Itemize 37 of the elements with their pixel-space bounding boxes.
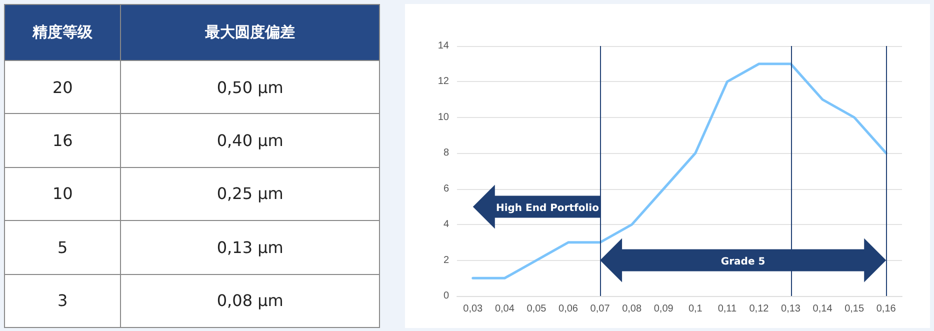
text: 0,08 µm (120, 274, 380, 328)
y-tick-label: 14 (438, 40, 450, 52)
text: 最大圆度偏差 (120, 4, 380, 60)
text: 0,50 µm (120, 60, 380, 114)
text: 20 (4, 60, 121, 114)
x-tick-label: 0,1 (688, 304, 703, 314)
text: 16 (4, 114, 121, 168)
x-tick-label: 0,05 (526, 304, 547, 314)
y-tick-label: 2 (443, 254, 450, 266)
x-tick-label: 0,08 (622, 304, 642, 314)
x-tick-label: 0,06 (558, 304, 578, 314)
x-tick-label: 0,16 (876, 304, 896, 314)
text: 5 (4, 220, 121, 274)
x-tick-label: 0,12 (749, 304, 770, 314)
text: 0,40 µm (120, 114, 380, 168)
annotation: Grade 5 (720, 256, 766, 268)
text: 3 (4, 274, 121, 328)
x-tick-label: 0,15 (844, 304, 864, 314)
text: 10 (4, 167, 121, 221)
x-tick-label: 0,04 (494, 304, 515, 314)
text: 0,25 µm (120, 167, 380, 221)
annotation: High End Portfolio (496, 202, 600, 214)
y-tick-label: 0 (443, 290, 450, 302)
x-tick-label: 0,13 (781, 304, 801, 314)
y-tick-label: 4 (443, 219, 450, 230)
y-tick-label: 10 (438, 112, 450, 123)
x-tick-label: 0,03 (463, 304, 484, 314)
text: 精度等级 (4, 4, 121, 60)
line-series (472, 62, 888, 280)
text: 0,13 µm (120, 220, 380, 274)
y-tick-label: 6 (443, 183, 450, 194)
x-tick-label: 0,11 (718, 304, 737, 314)
x-tick-label: 0,14 (812, 304, 833, 314)
y-tick-label: 8 (443, 148, 450, 159)
x-tick-label: 0,09 (654, 304, 674, 314)
y-tick-label: 12 (438, 76, 450, 88)
x-tick-label: 0,07 (590, 304, 610, 314)
